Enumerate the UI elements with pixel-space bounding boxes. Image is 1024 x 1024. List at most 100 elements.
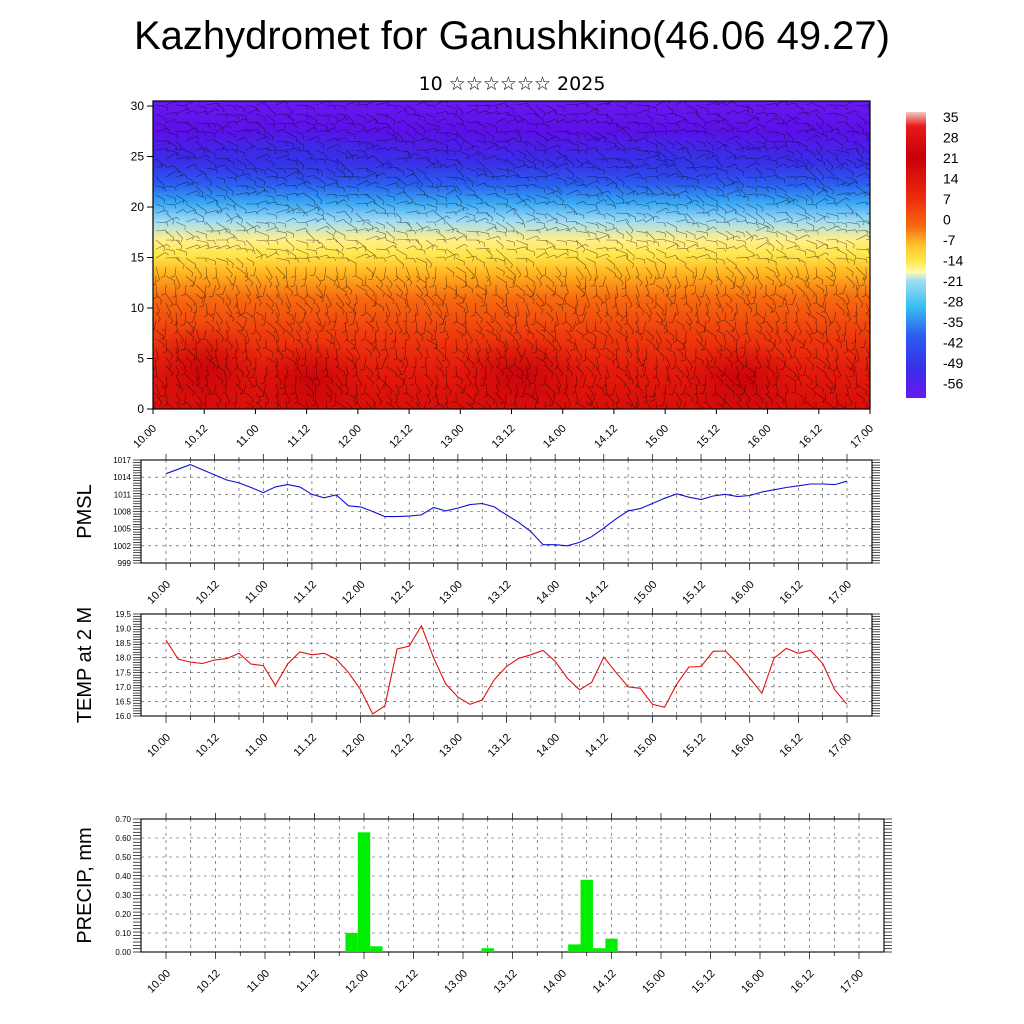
y-tick-label: 1014 [113, 473, 131, 482]
colorbar-label: 35 [943, 109, 959, 125]
x-tick-label: 10.00 [145, 579, 173, 607]
colorbar-label: 7 [943, 191, 951, 207]
colorbar-label: -14 [943, 253, 963, 269]
x-tick-label: 16.12 [797, 423, 825, 451]
x-tick-label: 14.00 [541, 423, 569, 451]
grid [141, 614, 872, 716]
y-tick-label: 0 [137, 402, 144, 416]
x-tick-label: 11.00 [245, 968, 272, 995]
x-tick-label: 10.00 [145, 968, 173, 996]
colorbar-label: -7 [943, 232, 956, 248]
colorbar-label: -56 [943, 376, 963, 392]
y-tick-label: 19.5 [115, 610, 131, 619]
colorbar-label: -42 [943, 335, 963, 351]
series-line [165, 624, 848, 715]
x-tick-label: 16.12 [778, 732, 806, 760]
y-tick-label: 1005 [113, 525, 131, 534]
x-tick-label: 17.00 [848, 423, 876, 451]
x-tick-label: 15.12 [680, 579, 708, 607]
y-tick-label: 1011 [114, 490, 132, 499]
precip-panel: 0.70 0.60 0.50 0.40 0.30 0.20 0.10 0.00 10.00 10.… [74, 813, 892, 996]
x-tick-label: 17.00 [826, 579, 854, 607]
colorbar-label: 0 [943, 212, 951, 228]
x-tick-label: 10.12 [194, 579, 222, 607]
y-tick-label: 0.30 [115, 891, 131, 900]
x-tick-label: 10.12 [182, 423, 210, 451]
x-tick-label: 13.12 [490, 423, 518, 451]
grid [141, 460, 872, 563]
precip-bar [370, 946, 383, 952]
x-tick-label: 11.12 [292, 732, 319, 759]
y-tick-label: 0.20 [115, 910, 131, 919]
colorbar-gradient [906, 112, 926, 398]
x-tick-label: 16.12 [778, 579, 806, 607]
x-tick-label: 13.12 [492, 968, 520, 996]
x-tick-label: 14.00 [534, 579, 562, 607]
x-tick-label: 12.00 [340, 732, 368, 760]
precip-bar [580, 879, 593, 952]
x-tick-label: 14.00 [541, 968, 569, 996]
cross-section-y-ticks: 0 5 10 15 20 25 30 [131, 99, 153, 416]
chart-subtitle: 10 ☆☆☆☆☆☆ 2025 [418, 73, 606, 95]
y-tick-label: 16.5 [115, 697, 131, 706]
x-tick-label: 12.00 [336, 423, 364, 451]
precip-bar [568, 944, 581, 952]
x-tick-label: 12.12 [393, 968, 421, 996]
x-tick-label: 15.00 [640, 968, 668, 996]
colorbar-label: 14 [943, 171, 959, 187]
x-tick-label: 12.12 [388, 732, 416, 760]
cross-section-x-ticks: 10.00 10.12 11.00 11.12 12.00 12.12 13.00 13.12… [131, 409, 876, 451]
y-axis-label: TEMP at 2 M [74, 607, 96, 723]
colorbar-label: -21 [943, 273, 963, 289]
x-tick-label: 10.00 [131, 423, 159, 451]
y-tick-label: 10 [131, 301, 145, 315]
temperature-colorbar: 35 28 21 14 7 0 -7 -14 -21 -28 -35 -42 -49 -56 [906, 109, 963, 398]
x-tick-label: 11.00 [243, 732, 270, 759]
cross-section-fill [153, 101, 870, 409]
y-tick-label: 0.40 [115, 872, 131, 881]
x-tick-label: 11.00 [243, 579, 270, 606]
y-tick-label: 0.70 [115, 815, 131, 824]
grid [141, 819, 884, 952]
y-tick-label: 25 [131, 150, 145, 164]
precip-bar [481, 948, 494, 952]
x-tick-label: 10.12 [195, 968, 223, 996]
x-tick-label: 14.12 [583, 579, 611, 607]
y-tick-label: 30 [131, 99, 145, 113]
y-axis-label: PRECIP, mm [74, 827, 96, 943]
y-tick-label: 20 [131, 200, 145, 214]
x-tick-label: 13.00 [442, 968, 470, 996]
x-tick-label: 12.00 [340, 579, 368, 607]
y-tick-label: 18.0 [115, 654, 131, 663]
x-tick-label: 14.12 [583, 732, 611, 760]
y-tick-label: 1002 [113, 542, 131, 551]
y-tick-label: 1008 [113, 508, 131, 517]
precip-bar [357, 832, 371, 952]
x-tick-label: 16.00 [729, 732, 757, 760]
x-tick-label: 13.00 [437, 732, 465, 760]
y-tick-label: 0.10 [115, 929, 131, 938]
y-tick-label: 17.5 [115, 668, 131, 677]
x-tick-label: 17.00 [826, 732, 854, 760]
x-tick-label: 16.00 [746, 423, 774, 451]
x-tick-label: 15.12 [690, 968, 718, 996]
x-tick-label: 15.00 [643, 423, 671, 451]
wind-barb-field [153, 101, 870, 409]
x-tick-label: 16.00 [729, 579, 757, 607]
y-tick-label: 15 [131, 251, 145, 265]
minor-ticks [133, 813, 892, 959]
y-tick-label: 17.0 [115, 683, 131, 692]
x-tick-label: 11.12 [294, 968, 321, 995]
y-tick-label: 999 [118, 559, 132, 568]
y-tick-label: 0.00 [115, 948, 131, 957]
x-tick-label: 15.00 [632, 732, 660, 760]
x-tick-label: 11.12 [292, 579, 319, 606]
minor-ticks [133, 454, 880, 570]
colorbar-label: -49 [943, 355, 963, 371]
x-tick-label: 12.12 [388, 579, 416, 607]
precip-bar [605, 938, 618, 952]
x-tick-label: 17.00 [838, 968, 866, 996]
colorbar-label: -35 [943, 314, 963, 330]
y-tick-label: 18.5 [115, 639, 131, 648]
